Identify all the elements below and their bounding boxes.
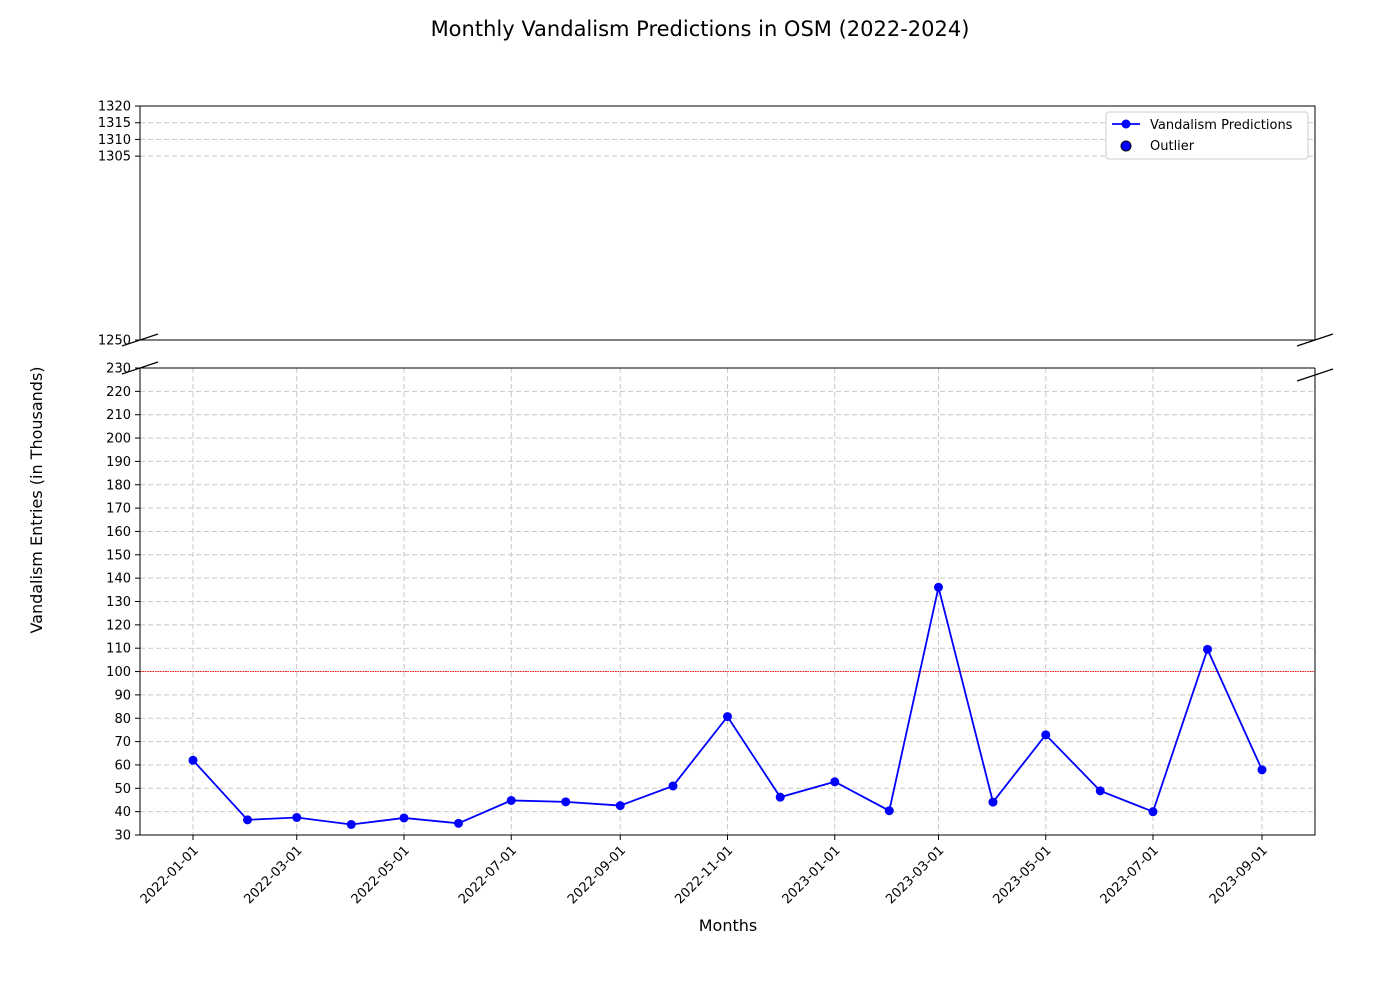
y-tick-label: 120	[106, 618, 131, 633]
y-tick-label: 160	[106, 525, 131, 540]
data-point	[399, 813, 409, 823]
y-tick-label: 1310	[98, 133, 131, 148]
x-tick-label: 2022-07-01	[456, 843, 520, 907]
x-tick-label: 2022-05-01	[349, 843, 413, 907]
data-point	[723, 712, 732, 722]
legend: Vandalism Predictions Outlier	[1105, 111, 1309, 160]
upper-panel-frame	[139, 105, 1316, 340]
y-axis-title: Vandalism Entries (in Thousands)	[27, 366, 46, 633]
x-axis-title: Months	[699, 916, 757, 935]
y-tick-label: 150	[106, 548, 131, 563]
y-tick-label: 170	[106, 502, 131, 517]
axis-break-mark	[1296, 333, 1334, 347]
data-point	[506, 795, 516, 805]
legend-marker-swatch	[1121, 119, 1131, 129]
y-tick-label: 180	[106, 478, 131, 493]
data-point	[1148, 807, 1158, 817]
y-tick-label: 140	[106, 572, 131, 587]
y-tick-label: 110	[106, 642, 131, 657]
y-tick-label: 30	[114, 829, 131, 844]
chart-title: Monthly Vandalism Predictions in OSM (20…	[431, 17, 970, 41]
y-tick-label: 50	[114, 782, 131, 797]
axis-break-mark	[1296, 368, 1334, 382]
y-tick-label: 70	[114, 735, 131, 750]
legend-label-outlier: Outlier	[1150, 139, 1195, 154]
x-tick-label: 2022-11-01	[672, 843, 736, 907]
data-point	[1095, 786, 1105, 796]
data-point	[988, 797, 998, 807]
data-point	[346, 819, 356, 829]
y-tick-label: 1305	[98, 150, 131, 165]
y-tick-label: 1315	[98, 116, 131, 131]
data-point	[884, 806, 894, 816]
data-point	[453, 818, 463, 828]
axis-break-mark	[121, 333, 159, 347]
data-point	[668, 781, 678, 791]
x-tick-label: 2022-09-01	[565, 843, 629, 907]
y-tick-label: 60	[114, 758, 131, 773]
x-tick-label: 2023-05-01	[991, 843, 1055, 907]
legend-box	[1105, 111, 1309, 160]
data-point	[1257, 765, 1267, 775]
data-point	[933, 582, 943, 592]
data-point	[615, 801, 625, 811]
x-tick-label: 2023-01-01	[780, 843, 844, 907]
y-tick-label: 210	[106, 408, 131, 423]
data-point	[1202, 644, 1212, 654]
y-tick-label: 100	[106, 665, 131, 680]
x-tick-label: 2022-03-01	[242, 843, 306, 907]
y-tick-label: 230	[106, 362, 131, 377]
x-tick-label: 2022-01-01	[138, 843, 202, 907]
data-point	[188, 755, 198, 765]
y-tick-label: 90	[114, 688, 131, 703]
x-tick-label: 2023-07-01	[1098, 843, 1162, 907]
y-tick-label: 190	[106, 455, 131, 470]
data-point	[1041, 730, 1051, 740]
data-point	[561, 797, 571, 807]
y-tick-label: 80	[114, 712, 131, 727]
lower-panel: 30 40 50 60 70 80 90 100 110 120 130 140 150 160 170 18…	[106, 362, 1316, 844]
legend-label-series: Vandalism Predictions	[1150, 118, 1293, 133]
data-point	[830, 777, 840, 787]
data-point	[243, 815, 253, 825]
axis-break-mark	[121, 361, 159, 375]
y-tick-label: 220	[106, 385, 131, 400]
y-tick-label: 40	[114, 805, 131, 820]
y-tick-label: 1250	[98, 334, 131, 349]
y-tick-label: 200	[106, 432, 131, 447]
y-tick-label: 130	[106, 595, 131, 610]
legend-outlier-swatch	[1120, 140, 1132, 152]
x-tick-label: 2023-03-01	[883, 843, 947, 907]
data-point	[775, 792, 785, 802]
data-point	[292, 812, 302, 822]
x-tick-label: 2023-09-01	[1207, 843, 1271, 907]
y-tick-label: 1320	[98, 100, 131, 115]
